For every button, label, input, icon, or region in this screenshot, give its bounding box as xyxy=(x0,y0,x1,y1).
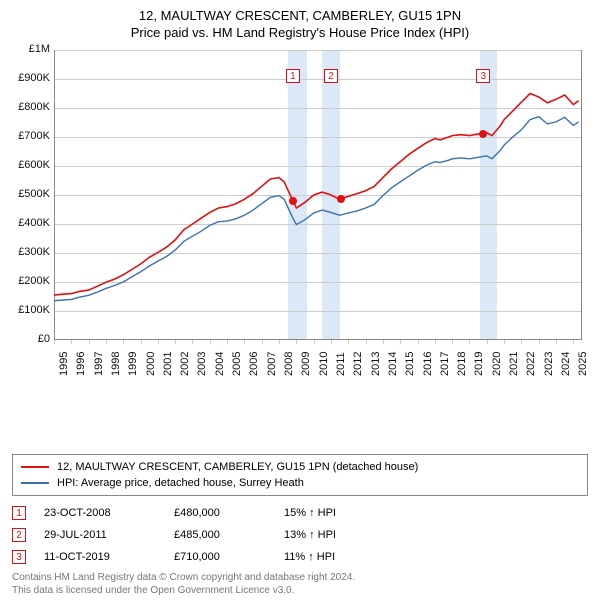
event-row: 2 29-JUL-2011£485,00013% ↑ HPI xyxy=(12,524,588,546)
event-delta: 15% ↑ HPI xyxy=(284,507,336,519)
event-price: £480,000 xyxy=(174,507,284,519)
legend-row: HPI: Average price, detached house, Surr… xyxy=(21,475,579,491)
event-delta: 13% ↑ HPI xyxy=(284,529,336,541)
legend-label: 12, MAULTWAY CRESCENT, CAMBERLEY, GU15 1… xyxy=(57,461,418,473)
event-date: 11-OCT-2019 xyxy=(44,551,174,563)
sale-point xyxy=(479,130,487,138)
event-row: 1 23-OCT-2008£480,00015% ↑ HPI xyxy=(12,502,588,524)
footer-attribution: Contains HM Land Registry data © Crown c… xyxy=(12,572,588,597)
sale-point xyxy=(337,195,345,203)
legend-swatch xyxy=(21,482,49,484)
chart-marker-3: 3 xyxy=(476,69,490,83)
chart-title-line2: Price paid vs. HM Land Registry's House … xyxy=(12,25,588,40)
event-marker: 3 xyxy=(12,550,26,564)
legend-swatch xyxy=(21,466,49,468)
event-price: £710,000 xyxy=(174,551,284,563)
chart-title-line1: 12, MAULTWAY CRESCENT, CAMBERLEY, GU15 1… xyxy=(12,8,588,23)
legend-label: HPI: Average price, detached house, Surr… xyxy=(57,477,304,489)
footer-line2: This data is licensed under the Open Gov… xyxy=(12,585,588,598)
events-table: 1 23-OCT-2008£480,00015% ↑ HPI 2 29-JUL-201… xyxy=(12,502,588,568)
chart-lines xyxy=(12,46,588,406)
event-marker: 1 xyxy=(12,506,26,520)
legend-row: 12, MAULTWAY CRESCENT, CAMBERLEY, GU15 1… xyxy=(21,459,579,475)
event-price: £485,000 xyxy=(174,529,284,541)
legend: 12, MAULTWAY CRESCENT, CAMBERLEY, GU15 1… xyxy=(12,454,588,496)
chart: £0£100K£200K£300K£400K£500K£600K£700K£80… xyxy=(12,46,588,406)
event-date: 29-JUL-2011 xyxy=(44,529,174,541)
event-date: 23-OCT-2008 xyxy=(44,507,174,519)
series-property xyxy=(54,94,579,296)
event-row: 3 11-OCT-2019£710,00011% ↑ HPI xyxy=(12,546,588,568)
footer-line1: Contains HM Land Registry data © Crown c… xyxy=(12,572,588,585)
event-marker: 2 xyxy=(12,528,26,542)
event-delta: 11% ↑ HPI xyxy=(284,551,335,563)
sale-point xyxy=(289,197,297,205)
chart-marker-2: 2 xyxy=(324,69,338,83)
chart-marker-1: 1 xyxy=(286,69,300,83)
series-hpi xyxy=(54,117,579,301)
